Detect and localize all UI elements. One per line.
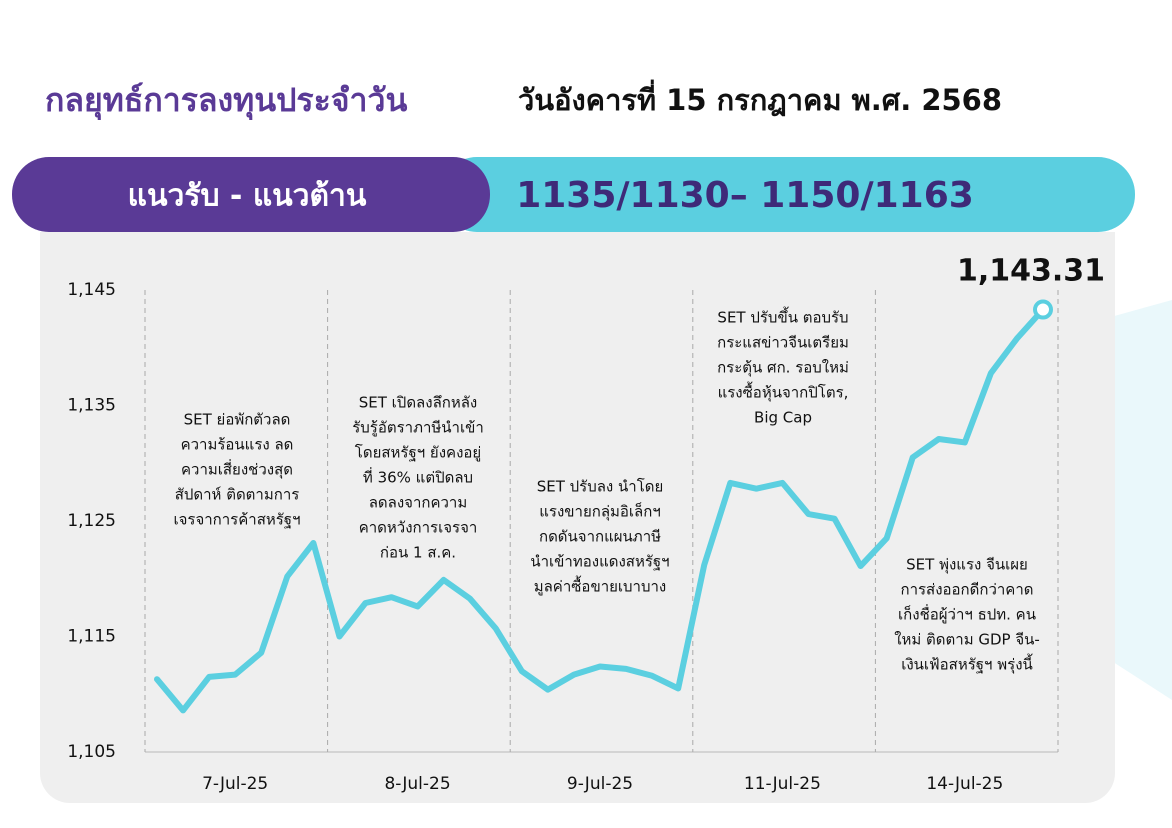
y-tick-label: 1,135: [67, 396, 116, 416]
annotation: Big Cap: [754, 409, 812, 427]
x-tick-label: 7-Jul-25: [202, 774, 268, 794]
annotation: SET เปิดลงลึกหลัง: [359, 394, 478, 412]
annotation: การส่งออกดีกว่าคาด: [900, 581, 1033, 599]
plot: 1,105 1,115 1,125 1,135 1,145 7-Jul-25 8-Jul-2…: [67, 254, 1105, 795]
annotation: ความร้อนแรง ลด: [181, 436, 294, 454]
x-tick-label: 11-Jul-25: [744, 774, 821, 794]
banner-label-bg: [12, 157, 490, 232]
annotation: ลดลงจากความ: [369, 494, 468, 512]
annotation: มูลค่าซื้อขายเบาบาง: [534, 576, 667, 596]
value-label: 1,143.31: [957, 254, 1105, 289]
chart-panel: [40, 232, 1115, 803]
y-tick-label: 1,145: [67, 280, 116, 300]
annotation: เจรจาการค้าสหรัฐฯ: [173, 511, 300, 529]
annotation: กระตุ้น ศก. รอบใหม่: [717, 359, 849, 378]
end-point: [1033, 299, 1053, 320]
banner-label: แนวรับ - แนวต้าน: [128, 179, 367, 214]
decor: [1100, 300, 1172, 700]
y-tick-label: 1,105: [67, 742, 116, 762]
annotation: SET พุ่งแรง จีนเผย: [906, 556, 1028, 575]
x-tick-label: 8-Jul-25: [384, 774, 450, 794]
date: วันอังคารที่ 15 กรกฎาคม พ.ศ. 2568: [518, 79, 1002, 117]
annotation: รับรู้อัตราภาษีนำเข้า: [352, 419, 484, 437]
annotation: แรงซื้อหุ้นจากปิโตร,: [718, 382, 849, 403]
annotation: แรงขายกลุ่มอิเล็กฯ: [539, 502, 661, 522]
annotation: SET ย่อพักตัวลด: [184, 411, 291, 429]
annotation: กระแสข่าวจีนเตรียม: [717, 334, 849, 352]
x-tick-label: 9-Jul-25: [567, 774, 633, 794]
annotation: กดดันจากแผนภาษี: [539, 528, 661, 546]
annotation: ก่อน 1 ส.ค.: [380, 544, 456, 562]
annotation: SET ปรับขึ้น ตอบรับ: [717, 307, 848, 327]
annotation: คาดหวังการเจรจา: [359, 519, 478, 537]
annotation: นำเข้าทองแดงสหรัฐฯ: [530, 553, 669, 571]
annotation: เก็งชื่อผู้ว่าฯ ธปท. คน: [898, 604, 1036, 624]
banner-value: 1135/1130– 1150/1163: [516, 175, 974, 216]
annotation: ใหม่ ติดตาม GDP จีน-: [894, 631, 1040, 649]
title: กลยุทธ์การลงทุนประจำวัน: [45, 81, 407, 121]
y-tick-label: 1,115: [67, 627, 116, 647]
annotation: SET ปรับลง นำโดย: [537, 478, 664, 496]
series-line: [154, 306, 1046, 714]
y-tick-label: 1,125: [67, 511, 116, 531]
annotation: ความเสี่ยงช่วงสุด: [181, 459, 293, 480]
annotation: สัปดาห์ ติดตามการ: [175, 486, 300, 504]
annotation: เงินเฟ้อสหรัฐฯ พรุ่งนี้: [901, 654, 1033, 675]
x-tick-label: 14-Jul-25: [926, 774, 1003, 794]
annotation: ที่ 36% แต่ปิดลบ: [363, 467, 473, 487]
banner-value-bg: [440, 157, 1135, 232]
annotation: โดยสหรัฐฯ ยังคงอยู่: [355, 444, 481, 462]
